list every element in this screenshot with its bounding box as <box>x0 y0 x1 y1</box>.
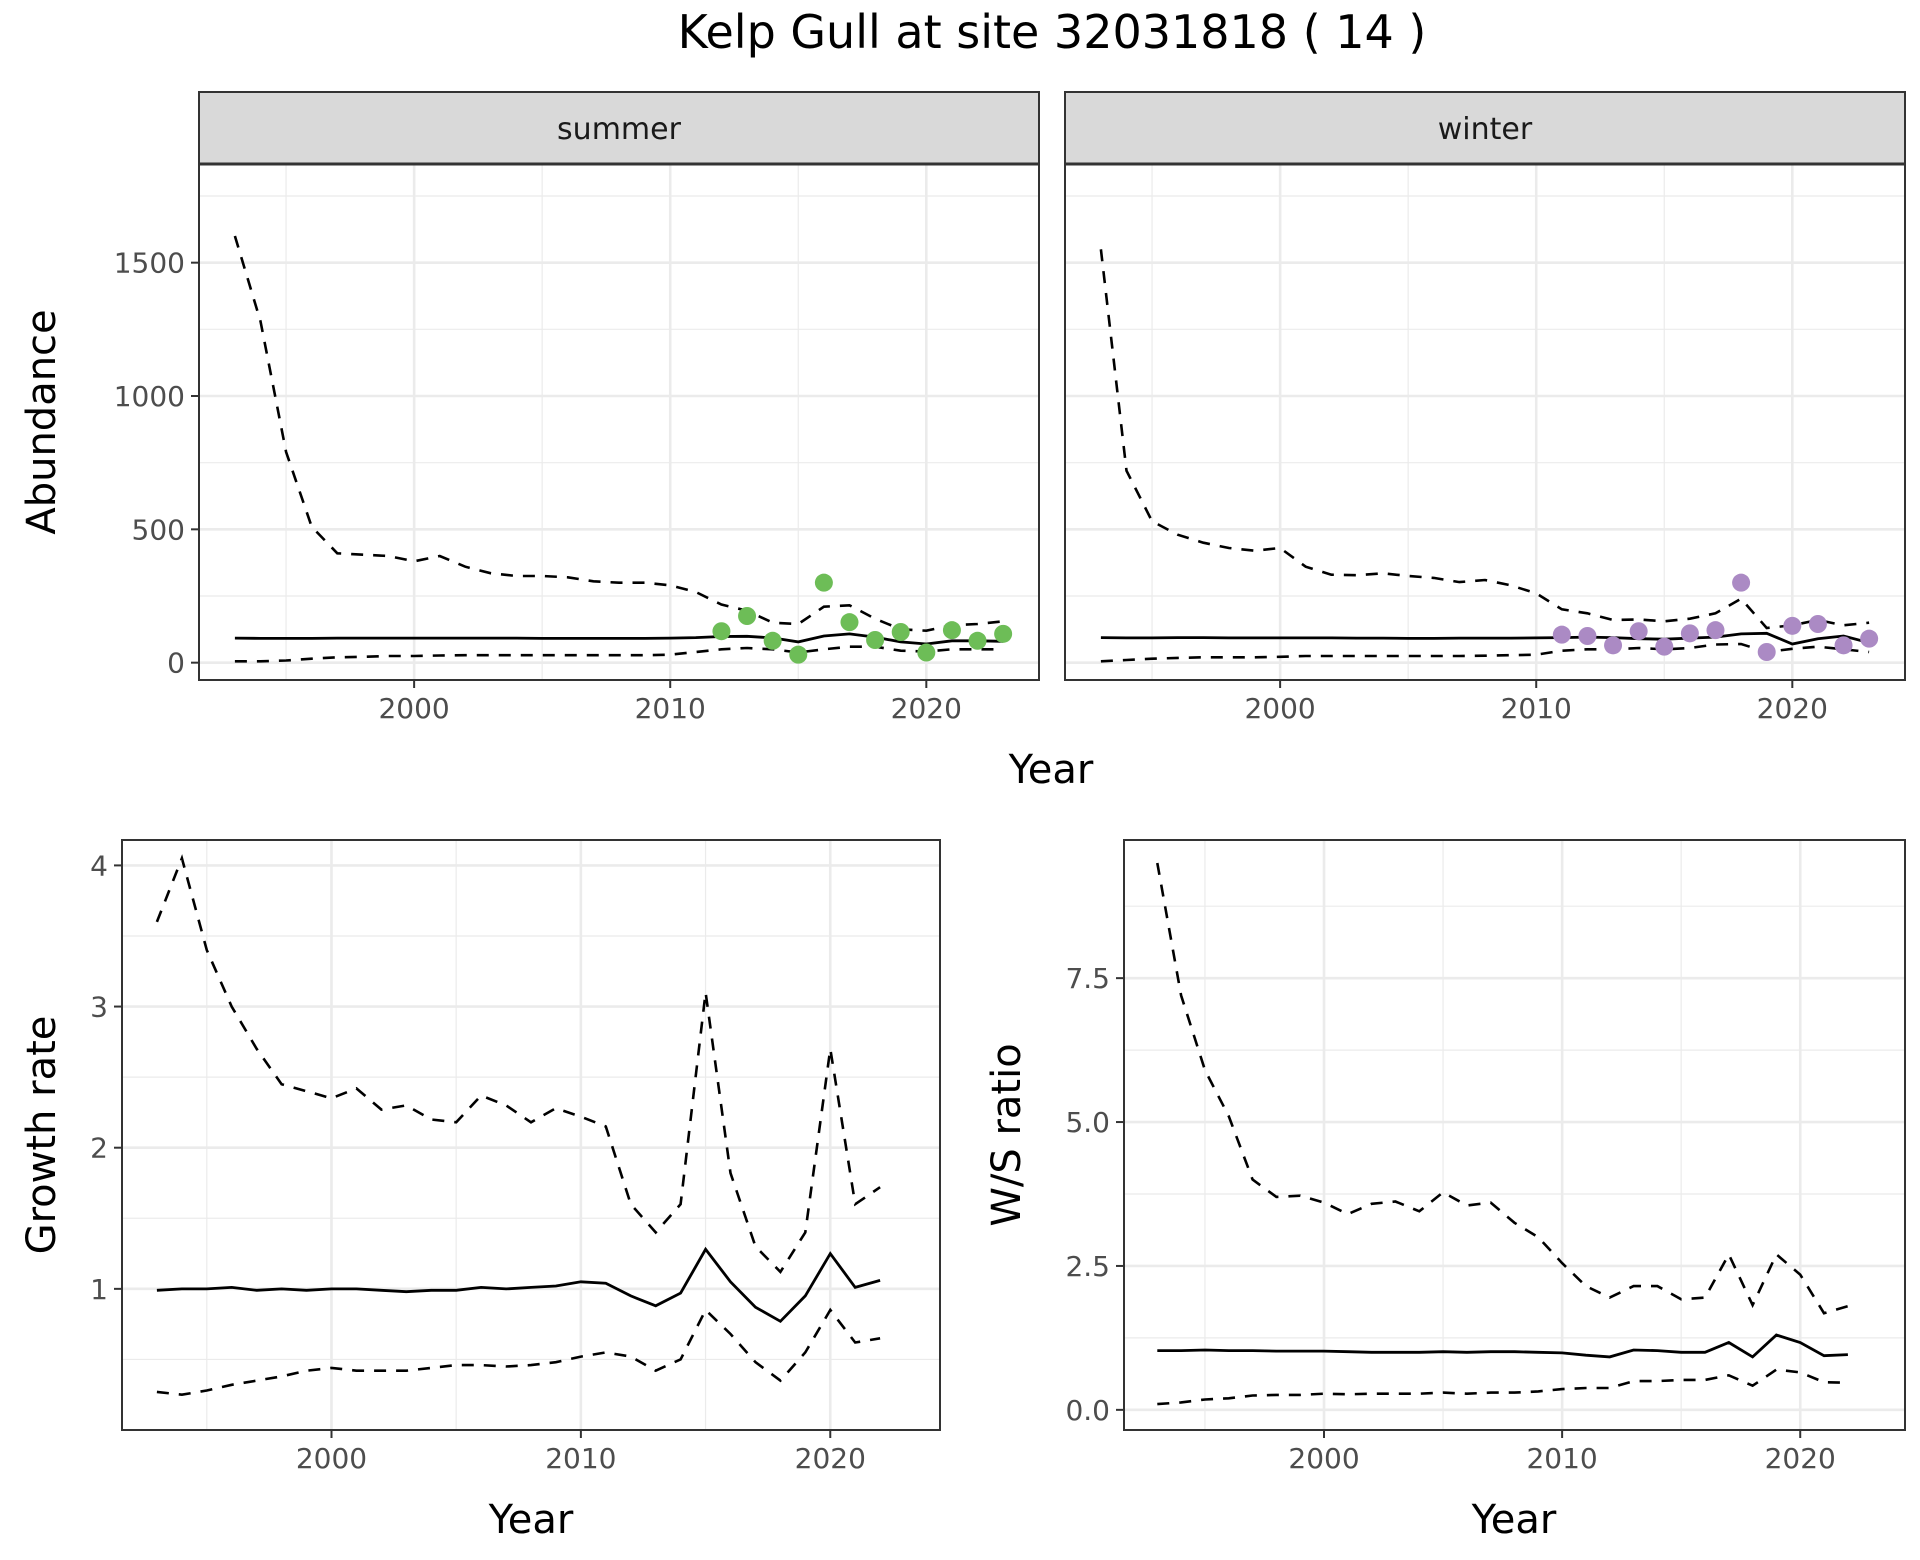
panel-border <box>1123 839 1906 1431</box>
observation-point <box>1757 643 1776 661</box>
x-tick-label: 2020 <box>1765 1442 1836 1475</box>
observation-point <box>1706 621 1725 640</box>
observation-point <box>1860 629 1879 648</box>
observation-point <box>891 623 910 641</box>
x-tick-label: 2010 <box>1501 692 1572 725</box>
x-tick-label: 2020 <box>891 692 962 725</box>
upper-interval-line <box>233 235 1004 633</box>
growth-rate-x-axis-title: Year <box>488 1497 574 1543</box>
observation-point <box>1604 636 1623 655</box>
observation-point <box>942 621 961 640</box>
panel-background <box>1065 164 1905 680</box>
observation-point <box>1655 637 1674 656</box>
abundance-y-axis-title: Abundance <box>19 309 65 534</box>
facet-strip-label: winter <box>1438 112 1533 147</box>
x-tick-label: 2000 <box>1244 692 1315 725</box>
observation-point <box>1680 624 1699 643</box>
x-tick-label: 2010 <box>1526 1442 1597 1475</box>
lower-interval-line <box>1100 642 1870 663</box>
observation-point <box>1783 616 1802 635</box>
observation-point <box>1808 615 1827 633</box>
figure-title: Kelp Gull at site 32031818 ( 14 ) <box>678 5 1427 59</box>
y-tick-label: 4 <box>90 849 108 882</box>
upper-interval-line <box>1156 862 1849 1315</box>
estimate-line <box>1157 1333 1848 1359</box>
growth-rate-panel: 2000 2010 2020 1 2 3 4 <box>90 839 941 1475</box>
chart-layer: summer 2000 2010 2020 0 500 1000 1500 winter 2000… <box>19 91 1906 1543</box>
x-tick-label: 2010 <box>545 1442 616 1475</box>
y-tick-label: 3 <box>90 991 108 1024</box>
y-tick-label: 1 <box>90 1273 108 1306</box>
growth-rate-y-axis-title: Growth rate <box>19 1016 65 1255</box>
observation-point <box>968 631 987 650</box>
y-tick-label: 1500 <box>114 247 185 280</box>
observation-point <box>994 624 1013 643</box>
facet-strip-label: summer <box>557 112 682 147</box>
observation-point <box>866 631 885 649</box>
observation-point <box>1629 622 1648 641</box>
abundance-x-axis-title: Year <box>1008 747 1094 793</box>
observation-point <box>814 573 833 592</box>
y-tick-label: 2.5 <box>1065 1250 1110 1283</box>
y-tick-label: 5.0 <box>1065 1106 1110 1139</box>
upper-interval-line <box>155 854 881 1274</box>
abundance-summer-panel: summer 2000 2010 2020 0 500 1000 1500 <box>114 91 1040 725</box>
observation-point <box>789 645 808 664</box>
observation-point <box>738 607 757 625</box>
panel-background <box>199 164 1039 680</box>
y-tick-label: 0.0 <box>1065 1394 1110 1427</box>
observation-point <box>840 613 859 632</box>
observation-point <box>712 622 731 641</box>
x-tick-label: 2000 <box>296 1442 367 1475</box>
panel-border <box>121 839 941 1431</box>
estimate-line <box>156 1246 881 1324</box>
y-tick-label: 1000 <box>114 380 185 413</box>
x-tick-label: 2020 <box>1757 692 1828 725</box>
x-tick-label: 2020 <box>795 1442 866 1475</box>
y-tick-label: 7.5 <box>1065 962 1110 995</box>
upper-interval-line <box>1099 249 1870 630</box>
x-tick-label: 2000 <box>378 692 449 725</box>
lower-interval-line <box>156 1307 881 1397</box>
observation-point <box>1552 625 1571 644</box>
ws-ratio-y-axis-title: W/S ratio <box>984 1043 1030 1226</box>
observation-point <box>763 631 782 650</box>
y-tick-label: 2 <box>90 1132 108 1165</box>
ws-ratio-panel: 2000 2010 2020 0.0 2.5 5.0 7.5 <box>1065 839 1906 1475</box>
facet-strip <box>1064 91 1906 165</box>
observation-point <box>1834 636 1853 655</box>
panel-background <box>1124 840 1905 1430</box>
x-tick-label: 2000 <box>1288 1442 1359 1475</box>
y-tick-label: 500 <box>132 513 185 546</box>
observation-point <box>917 643 936 662</box>
lower-interval-line <box>1157 1368 1848 1406</box>
y-tick-label: 0 <box>167 647 185 680</box>
ws-ratio-x-axis-title: Year <box>1471 1497 1557 1543</box>
panel-background <box>122 840 940 1430</box>
estimate-line <box>1100 631 1870 646</box>
observation-point <box>1732 573 1751 592</box>
abundance-winter-panel: winter 2000 2010 2020 <box>1064 91 1906 725</box>
observation-point <box>1578 627 1597 645</box>
x-tick-label: 2010 <box>635 692 706 725</box>
